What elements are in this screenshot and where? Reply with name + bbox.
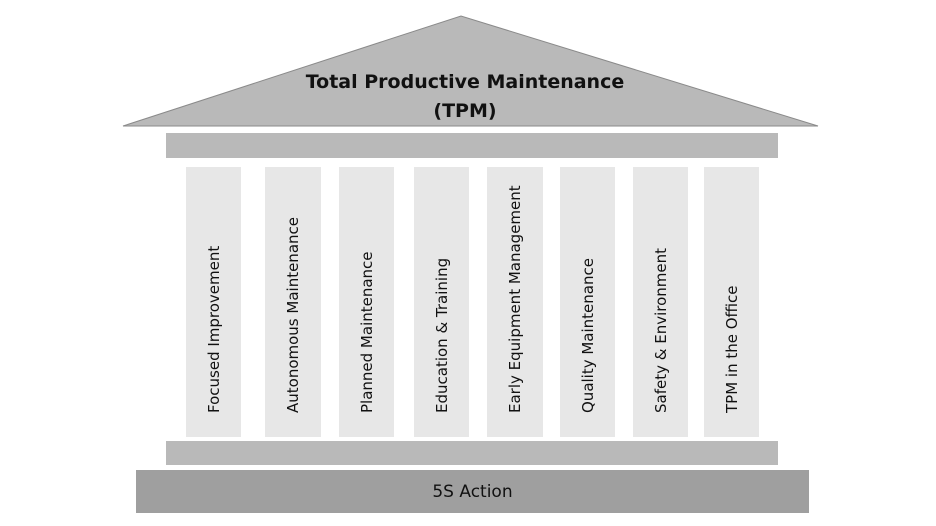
pillar-label: Focused Improvement bbox=[204, 245, 223, 413]
foundation: 5S Action bbox=[136, 470, 809, 513]
pillar-label: Early Equipment Management bbox=[506, 185, 524, 413]
pillar-label: Autonomous Maintenance bbox=[284, 217, 302, 413]
foundation-label: 5S Action bbox=[432, 481, 513, 502]
bottom-beam bbox=[166, 441, 778, 465]
pillar-planned-maintenance: Planned Maintenance bbox=[339, 167, 394, 437]
pillar-label: Safety & Environment bbox=[651, 248, 670, 413]
roof bbox=[122, 15, 819, 127]
roof-subtitle: (TPM) bbox=[433, 100, 497, 122]
pillar-label: Education & Training bbox=[432, 257, 451, 413]
roof-shape bbox=[122, 15, 819, 127]
roof-title: Total Productive Maintenance bbox=[305, 71, 625, 93]
top-beam bbox=[166, 133, 778, 158]
pillar-autonomous-maintenance: Autonomous Maintenance bbox=[265, 167, 321, 437]
pillar-safety-environment: Safety & Environment bbox=[633, 167, 688, 437]
pillar-early-equipment-management: Early Equipment Management bbox=[487, 167, 543, 437]
pillar-label: Planned Maintenance bbox=[357, 251, 376, 413]
pillar-education-training: Education & Training bbox=[414, 167, 469, 437]
pillar-label: TPM in the Office bbox=[722, 285, 741, 413]
pillar-tpm-in-the-office: TPM in the Office bbox=[704, 167, 759, 437]
pillar-focused-improvement: Focused Improvement bbox=[186, 167, 241, 437]
pillar-label: Quality Maintenance bbox=[578, 258, 597, 413]
pillar-quality-maintenance: Quality Maintenance bbox=[560, 167, 615, 437]
